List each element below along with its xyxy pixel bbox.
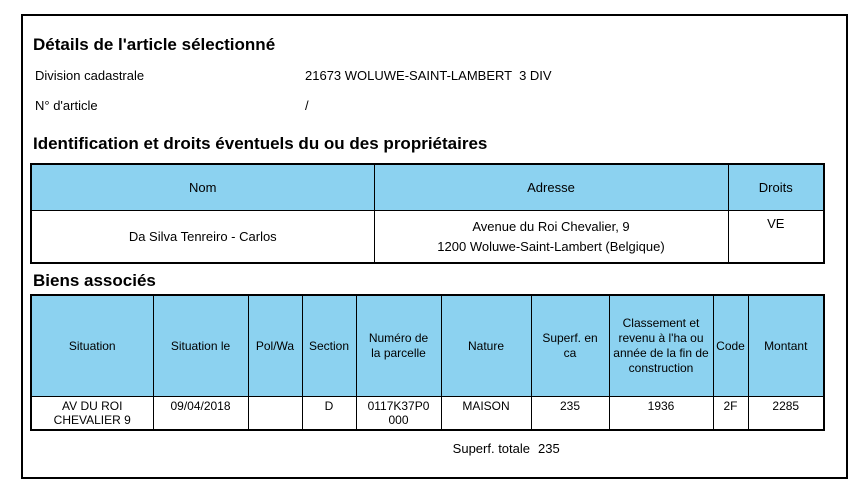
column-header-classement: Classement et revenu à l'ha ou année de … bbox=[608, 294, 714, 397]
superf-total-label: Superf. totale bbox=[452, 441, 530, 456]
asset-classement-cell: 1936 bbox=[608, 396, 714, 431]
asset-pol-wa-cell bbox=[247, 396, 303, 431]
page-title: Détails de l'article sélectionné bbox=[33, 35, 276, 54]
field-value: / bbox=[305, 98, 309, 113]
asset-situation-cell: AV DU ROI CHEVALIER 9 bbox=[30, 396, 154, 431]
asset-superf-cell: 235 bbox=[530, 396, 610, 431]
superf-total-value: 235 bbox=[538, 441, 560, 456]
parcel-number-line-2: 000 bbox=[388, 413, 409, 427]
column-header-pol-wa: Pol/Wa bbox=[247, 294, 303, 397]
assets-table: Situation Situation le Pol/Wa Section Nu… bbox=[30, 294, 825, 431]
asset-section-cell: D bbox=[301, 396, 357, 431]
address-line-1: Avenue du Roi Chevalier, 9 bbox=[472, 218, 630, 234]
column-header-situation: Situation bbox=[30, 294, 154, 397]
column-header-adresse: Adresse bbox=[373, 163, 729, 211]
parcel-number-line-1: 0117K37P0 bbox=[367, 399, 430, 413]
owner-address-cell: Avenue du Roi Chevalier, 9 1200 Woluwe-S… bbox=[373, 210, 729, 264]
asset-nature-cell: MAISON bbox=[440, 396, 532, 431]
address-line-2: 1200 Woluwe-Saint-Lambert (Belgique) bbox=[437, 238, 665, 254]
field-value: 21673 WOLUWE-SAINT-LAMBERT 3 DIV bbox=[305, 68, 552, 83]
owner-name-cell: Da Silva Tenreiro - Carlos bbox=[30, 210, 375, 264]
assets-header-row: Situation Situation le Pol/Wa Section Nu… bbox=[30, 294, 825, 397]
column-header-droits: Droits bbox=[727, 163, 825, 211]
asset-code-cell: 2F bbox=[712, 396, 749, 431]
column-header-montant: Montant bbox=[747, 294, 825, 397]
column-header-superf-label: Superf. en ca bbox=[542, 331, 598, 360]
asset-parcel-number-cell: 0117K37P0 000 bbox=[355, 396, 442, 431]
column-header-nature: Nature bbox=[440, 294, 532, 397]
column-header-situation-le: Situation le bbox=[152, 294, 249, 397]
asset-montant-cell: 2285 bbox=[747, 396, 825, 431]
field-label: Division cadastrale bbox=[35, 68, 145, 83]
asset-situation-le-cell: 09/04/2018 bbox=[152, 396, 249, 431]
column-header-nom: Nom bbox=[30, 163, 375, 211]
column-header-section: Section bbox=[301, 294, 357, 397]
document-page: Détails de l'article sélectionné Divisio… bbox=[21, 14, 848, 479]
field-row-division-cadastrale: Division cadastrale 21673 WOLUWE-SAINT-L… bbox=[23, 68, 846, 98]
column-header-superf: Superf. en ca bbox=[530, 294, 610, 397]
owners-table: Nom Adresse Droits Da Silva Tenreiro - C… bbox=[30, 163, 825, 264]
field-row-numero-article: N° d'article / bbox=[23, 98, 846, 128]
column-header-code: Code bbox=[712, 294, 749, 397]
asset-row: AV DU ROI CHEVALIER 9 09/04/2018 D 0117K… bbox=[30, 396, 825, 431]
owner-row: Da Silva Tenreiro - Carlos Avenue du Roi… bbox=[30, 210, 825, 264]
section-title-assets: Biens associés bbox=[33, 271, 156, 290]
column-header-numero-parcelle-label: Numéro de la parcelle bbox=[368, 331, 429, 360]
detail-fields: Division cadastrale 21673 WOLUWE-SAINT-L… bbox=[23, 68, 846, 128]
field-label: N° d'article bbox=[35, 98, 98, 113]
owner-rights-cell: VE bbox=[727, 210, 825, 264]
section-title-owners: Identification et droits éventuels du ou… bbox=[33, 134, 488, 153]
column-header-numero-parcelle: Numéro de la parcelle bbox=[355, 294, 442, 397]
superf-total-row: Superf. totale 235 bbox=[30, 441, 823, 457]
owners-header-row: Nom Adresse Droits bbox=[30, 163, 825, 211]
